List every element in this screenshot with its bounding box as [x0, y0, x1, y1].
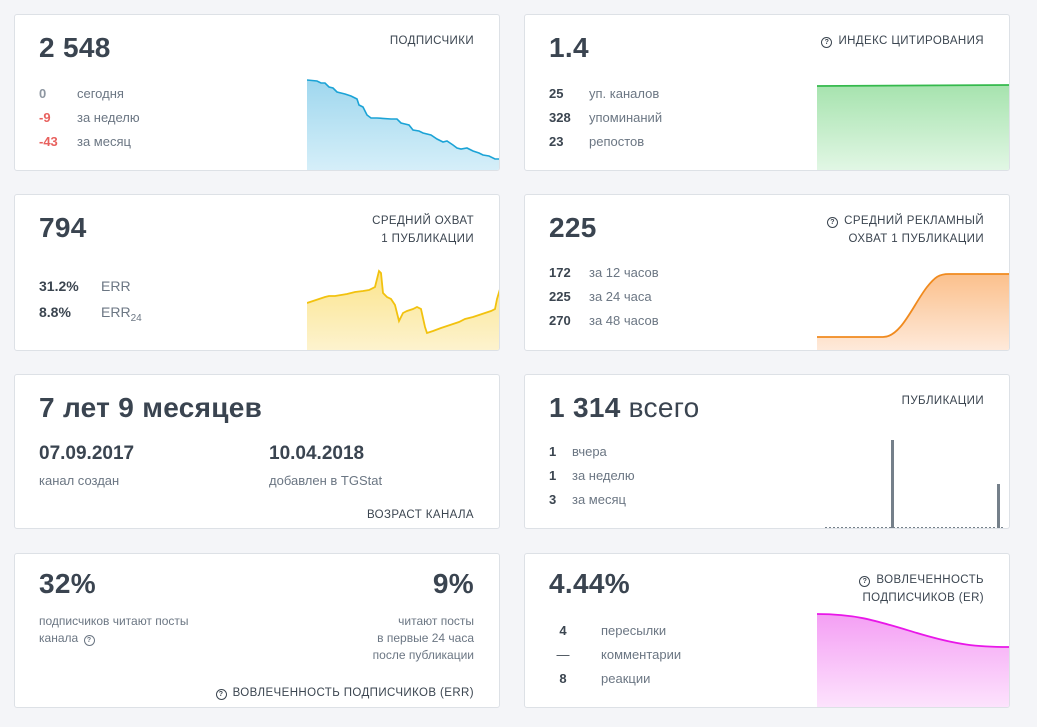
reach-value: 794 [39, 212, 87, 243]
ad-reach-card[interactable]: 225 ? СРЕДНИЙ РЕКЛАМНЫЙ ОХВАТ 1 ПУБЛИКАЦИИ… [524, 194, 1010, 351]
reach-sparkline [307, 269, 499, 350]
help-icon[interactable]: ? [827, 217, 839, 228]
publications-row-month: 3 за месяц [549, 492, 626, 507]
subscribers-sparkline [307, 79, 499, 170]
err-text-subscribers: подписчиков читают посты канала ? [39, 614, 189, 646]
publications-row-yesterday: 1 вчера [549, 444, 607, 459]
er-row-forwards: 4 пересылки [559, 623, 667, 638]
age-value: 7 лет 9 месяцев [39, 392, 263, 423]
reach-area [307, 271, 499, 350]
publications-bar [997, 484, 1000, 528]
age-caption: ВОЗРАСТ КАНАЛА [366, 509, 474, 521]
ad-reach-sparkline [817, 273, 1009, 350]
ad-reach-line [817, 273, 1009, 338]
er-line [817, 613, 1009, 648]
created-label: канал создан [39, 473, 120, 488]
er-sparkline [817, 613, 1009, 707]
citation-sparkline [817, 84, 1009, 170]
citation-card[interactable]: 1.4 ? ИНДЕКС ЦИТИРОВАНИЯ 25 уп. каналов 32… [524, 14, 1010, 171]
citation-row-reposts: 23 репостов [549, 134, 645, 149]
citation-caption: ? ИНДЕКС ЦИТИРОВАНИЯ [821, 32, 984, 50]
citation-row-mentions: 328 упоминаний [549, 110, 663, 125]
er-row-comments: — комментарии [556, 647, 682, 662]
subscribers-area [307, 80, 499, 170]
err-text-24h: читают посты в первые 24 часа после публик… [372, 614, 474, 662]
publications-row-week: 1 за неделю [549, 468, 635, 483]
er-caption: ? ВОВЛЕЧЕННОСТЬ ПОДПИСЧИКОВ (ER) [859, 571, 984, 607]
err-value-24h: 9% [432, 568, 474, 599]
added-label: добавлен в TGStat [269, 473, 383, 488]
publications-value: 1 314 всего [549, 392, 700, 423]
subscribers-card[interactable]: 2 548 ПОДПИСЧИКИ 0 сегодня -9 за неделю -4… [14, 14, 500, 171]
citation-value: 1.4 [549, 32, 589, 63]
reach-line [307, 269, 499, 335]
citation-area [817, 85, 1009, 170]
err-value-subscribers: 32% [39, 568, 96, 599]
subscribers-row-week: -9 за неделю [39, 110, 140, 125]
publications-caption: ПУБЛИКАЦИИ [901, 395, 984, 407]
publications-card[interactable]: 1 314 всего ПУБЛИКАЦИИ 1 вчера 1 за неделю… [524, 374, 1010, 529]
created-date: 07.09.2017 [39, 443, 135, 464]
ad-reach-caption: ? СРЕДНИЙ РЕКЛАМНЫЙ ОХВАТ 1 ПУБЛИКАЦИИ [827, 212, 984, 248]
citation-line [817, 84, 1009, 87]
publications-bar [891, 440, 894, 528]
ad-reach-area [817, 274, 1009, 350]
help-icon[interactable]: ? [821, 37, 833, 48]
citation-row-channels: 25 уп. каналов [549, 86, 660, 101]
reach-caption: СРЕДНИЙ ОХВАТ 1 ПУБЛИКАЦИИ [372, 215, 474, 245]
err-caption: ? ВОВЛЕЧЕННОСТЬ ПОДПИСЧИКОВ (ERR) [215, 687, 474, 700]
channel-age-card[interactable]: 7 лет 9 месяцев 07.09.2017 канал создан … [14, 374, 500, 529]
reach-row-err24: 8.8% ERR24 [39, 304, 142, 324]
help-icon[interactable]: ? [859, 576, 871, 587]
publications-bar-chart [825, 440, 1005, 528]
added-date: 10.04.2018 [269, 443, 365, 464]
er-value: 4.44% [549, 568, 630, 599]
er-card[interactable]: 4.44% ? ВОВЛЕЧЕННОСТЬ ПОДПИСЧИКОВ (ER) 4 пе… [524, 553, 1010, 708]
reach-card[interactable]: 794 СРЕДНИЙ ОХВАТ 1 ПУБЛИКАЦИИ 31.2% ERR 8… [14, 194, 500, 351]
err-card[interactable]: 32% подписчиков читают посты канала ? 9% … [14, 553, 500, 708]
reach-row-err: 31.2% ERR [39, 278, 131, 294]
ad-reach-row-24h: 225 за 24 часа [549, 289, 652, 304]
er-row-reactions: 8 реакции [559, 671, 651, 686]
ad-reach-value: 225 [549, 212, 597, 243]
subscribers-caption: ПОДПИСЧИКИ [389, 35, 474, 47]
ad-reach-row-48h: 270 за 48 часов [549, 313, 659, 328]
subscribers-line [307, 79, 499, 160]
subscribers-row-today: 0 сегодня [39, 86, 124, 101]
er-area [817, 614, 1009, 707]
subscribers-row-month: -43 за месяц [39, 134, 131, 149]
help-icon[interactable]: ? [215, 689, 227, 700]
help-icon[interactable]: ? [83, 635, 95, 646]
subscribers-value: 2 548 [39, 32, 111, 63]
ad-reach-row-12h: 172 за 12 часов [549, 265, 659, 280]
